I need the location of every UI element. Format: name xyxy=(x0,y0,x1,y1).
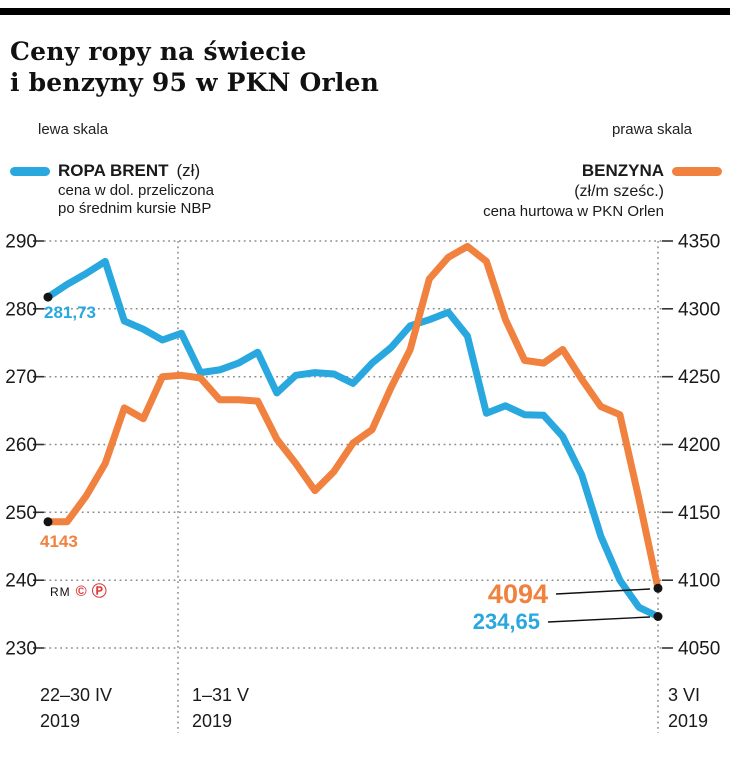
left-scale-note: lewa skala xyxy=(38,121,109,138)
author-initials: RM xyxy=(50,584,71,599)
x-label-1: 1–31 V xyxy=(192,685,249,705)
svg-text:4150: 4150 xyxy=(678,503,720,524)
brent-legend-desc-2: po średnim kursie NBP xyxy=(58,200,212,217)
title-line-1: Ceny ropy na świecie xyxy=(10,37,307,66)
svg-text:4250: 4250 xyxy=(678,367,720,388)
benzyna-legend-desc: cena hurtowa w PKN Orlen xyxy=(483,203,664,220)
legend-benzyna: BENZYNA (zł/m sześc.) cena hurtowa w PKN… xyxy=(483,160,722,221)
benzyna-legend-unit: (zł/m sześc.) xyxy=(574,183,664,200)
brent-legend-unit: (zł) xyxy=(176,161,201,180)
annotation-brent-end: 234,65 xyxy=(473,609,540,634)
brent-line-swatch-icon xyxy=(10,166,50,176)
brent-legend-row: ROPA BRENT (zł) xyxy=(10,160,214,182)
page-title: Ceny ropy na świecie i benzyny 95 w PKN … xyxy=(10,36,379,98)
svg-text:250: 250 xyxy=(5,503,37,524)
svg-text:270: 270 xyxy=(5,367,37,388)
x-label-2: 3 VI xyxy=(668,685,700,705)
svg-text:280: 280 xyxy=(5,299,37,320)
endpoint-dots xyxy=(43,292,663,621)
svg-text:2019: 2019 xyxy=(40,711,80,731)
svg-text:4300: 4300 xyxy=(678,299,720,320)
svg-text:240: 240 xyxy=(5,571,37,592)
svg-text:4100: 4100 xyxy=(678,571,720,592)
benzyna-legend-name: BENZYNA xyxy=(581,161,664,180)
right-scale-note: prawa skala xyxy=(611,121,692,138)
benzyna-legend-row: BENZYNA xyxy=(483,160,722,182)
svg-text:4200: 4200 xyxy=(678,435,720,456)
svg-text:2019: 2019 xyxy=(668,711,708,731)
title-line-2: i benzyny 95 w PKN Orlen xyxy=(10,68,380,97)
svg-text:260: 260 xyxy=(5,435,37,456)
annotation-brent-start: 281,73 xyxy=(44,303,96,322)
price-chart: 290 4350 280 4300 270 4250 260 4200 250 4150 240 41… xyxy=(5,232,720,733)
brent-legend-desc-1: cena w dol. przeliczona xyxy=(58,182,214,199)
legend-brent: ROPA BRENT (zł) cena w dol. przeliczona … xyxy=(10,160,214,218)
annotation-benzyna-start: 4143 xyxy=(40,532,78,551)
annotation-benzyna-end: 4094 xyxy=(488,579,548,609)
x-label-0: 22–30 IV xyxy=(40,685,112,705)
brent-line xyxy=(44,257,662,620)
grid-lines: 290 4350 280 4300 270 4250 260 4200 250 4150 240 41… xyxy=(5,232,720,733)
credit-line: RM © Ⓟ xyxy=(50,584,107,599)
top-rule xyxy=(0,8,730,15)
svg-text:2019: 2019 xyxy=(192,711,232,731)
svg-text:4050: 4050 xyxy=(678,639,720,660)
benzyna-line-swatch-icon xyxy=(672,166,722,176)
svg-text:290: 290 xyxy=(5,232,37,253)
copyright-icon: © xyxy=(75,583,87,600)
press-copyright-icon: Ⓟ xyxy=(91,583,107,600)
brent-legend-name: ROPA BRENT xyxy=(58,161,169,180)
svg-text:4350: 4350 xyxy=(678,232,720,253)
benzyna-line xyxy=(44,242,662,592)
svg-text:230: 230 xyxy=(5,639,37,660)
